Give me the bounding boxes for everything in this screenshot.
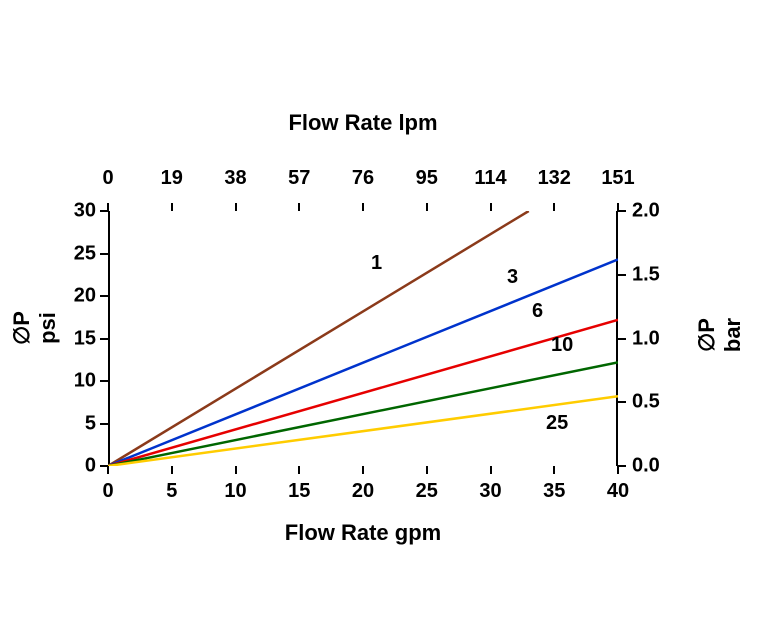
x-top-tick — [235, 203, 237, 211]
x-top-tick-label: 132 — [538, 167, 571, 190]
x-bottom-tick-label: 40 — [607, 480, 629, 503]
series-line-1 — [108, 211, 529, 466]
y-left-tick-label: 0 — [85, 455, 96, 478]
x-top-tick-label: 151 — [601, 167, 634, 190]
x-bottom-tick-label: 15 — [288, 480, 310, 503]
x-bottom-tick-label: 30 — [479, 480, 501, 503]
x-top-tick-label: 0 — [102, 167, 113, 190]
x-top-tick-label: 95 — [416, 167, 438, 190]
series-line-6 — [108, 320, 618, 466]
y-left-tick-label: 5 — [85, 412, 96, 435]
y-right-tick-label: 2.0 — [632, 200, 660, 223]
y-right-tick — [618, 338, 626, 340]
y-left-tick-label: 10 — [74, 370, 96, 393]
y-right-tick-label: 1.5 — [632, 263, 660, 286]
pressure-flow-chart: Flow Rate lpm Flow Rate gpm ∅P psi ∅P ba… — [0, 0, 784, 642]
y-left-tick-label: 25 — [74, 242, 96, 265]
x-bottom-tick-label: 10 — [224, 480, 246, 503]
x-top-tick — [426, 203, 428, 211]
x-top-tick — [362, 203, 364, 211]
y-left-tick-label: 30 — [74, 200, 96, 223]
y-left-tick — [100, 338, 108, 340]
x-bottom-tick — [235, 466, 237, 474]
y-left-tick — [100, 253, 108, 255]
x-top-tick-label: 76 — [352, 167, 374, 190]
x-top-tick-label: 38 — [224, 167, 246, 190]
y-left-tick — [100, 465, 108, 467]
series-line-25 — [108, 396, 618, 466]
x-bottom-tick-label: 5 — [166, 480, 177, 503]
x-top-tick — [490, 203, 492, 211]
x-bottom-tick — [553, 466, 555, 474]
series-label-6: 6 — [532, 300, 543, 323]
y-left-tick — [100, 210, 108, 212]
chart-lines — [0, 0, 784, 642]
y-left-tick — [100, 380, 108, 382]
x-top-tick — [553, 203, 555, 211]
y-left-tick-label: 15 — [74, 327, 96, 350]
x-bottom-tick — [107, 466, 109, 474]
x-bottom-tick-label: 20 — [352, 480, 374, 503]
y-right-tick — [618, 210, 626, 212]
y-right-tick — [618, 401, 626, 403]
x-top-tick-label: 19 — [161, 167, 183, 190]
x-bottom-tick — [490, 466, 492, 474]
series-label-10: 10 — [551, 334, 573, 357]
y-right-tick-label: 0.0 — [632, 455, 660, 478]
y-left-tick-label: 20 — [74, 285, 96, 308]
x-bottom-tick-label: 35 — [543, 480, 565, 503]
x-bottom-tick-label: 25 — [416, 480, 438, 503]
x-bottom-tick — [362, 466, 364, 474]
series-label-25: 25 — [546, 412, 568, 435]
x-bottom-tick-label: 0 — [102, 480, 113, 503]
x-top-tick — [171, 203, 173, 211]
x-bottom-tick — [298, 466, 300, 474]
x-top-tick-label: 57 — [288, 167, 310, 190]
y-right-tick-label: 0.5 — [632, 391, 660, 414]
y-left-tick — [100, 423, 108, 425]
y-right-tick — [618, 465, 626, 467]
series-label-1: 1 — [371, 252, 382, 275]
x-bottom-tick — [426, 466, 428, 474]
y-right-tick — [618, 274, 626, 276]
y-right-tick-label: 1.0 — [632, 327, 660, 350]
series-line-3 — [108, 259, 618, 466]
x-top-tick — [298, 203, 300, 211]
x-top-tick-label: 114 — [474, 167, 506, 190]
x-bottom-tick — [617, 466, 619, 474]
series-label-3: 3 — [507, 266, 518, 289]
y-left-tick — [100, 295, 108, 297]
x-bottom-tick — [171, 466, 173, 474]
series-line-10 — [108, 362, 618, 466]
